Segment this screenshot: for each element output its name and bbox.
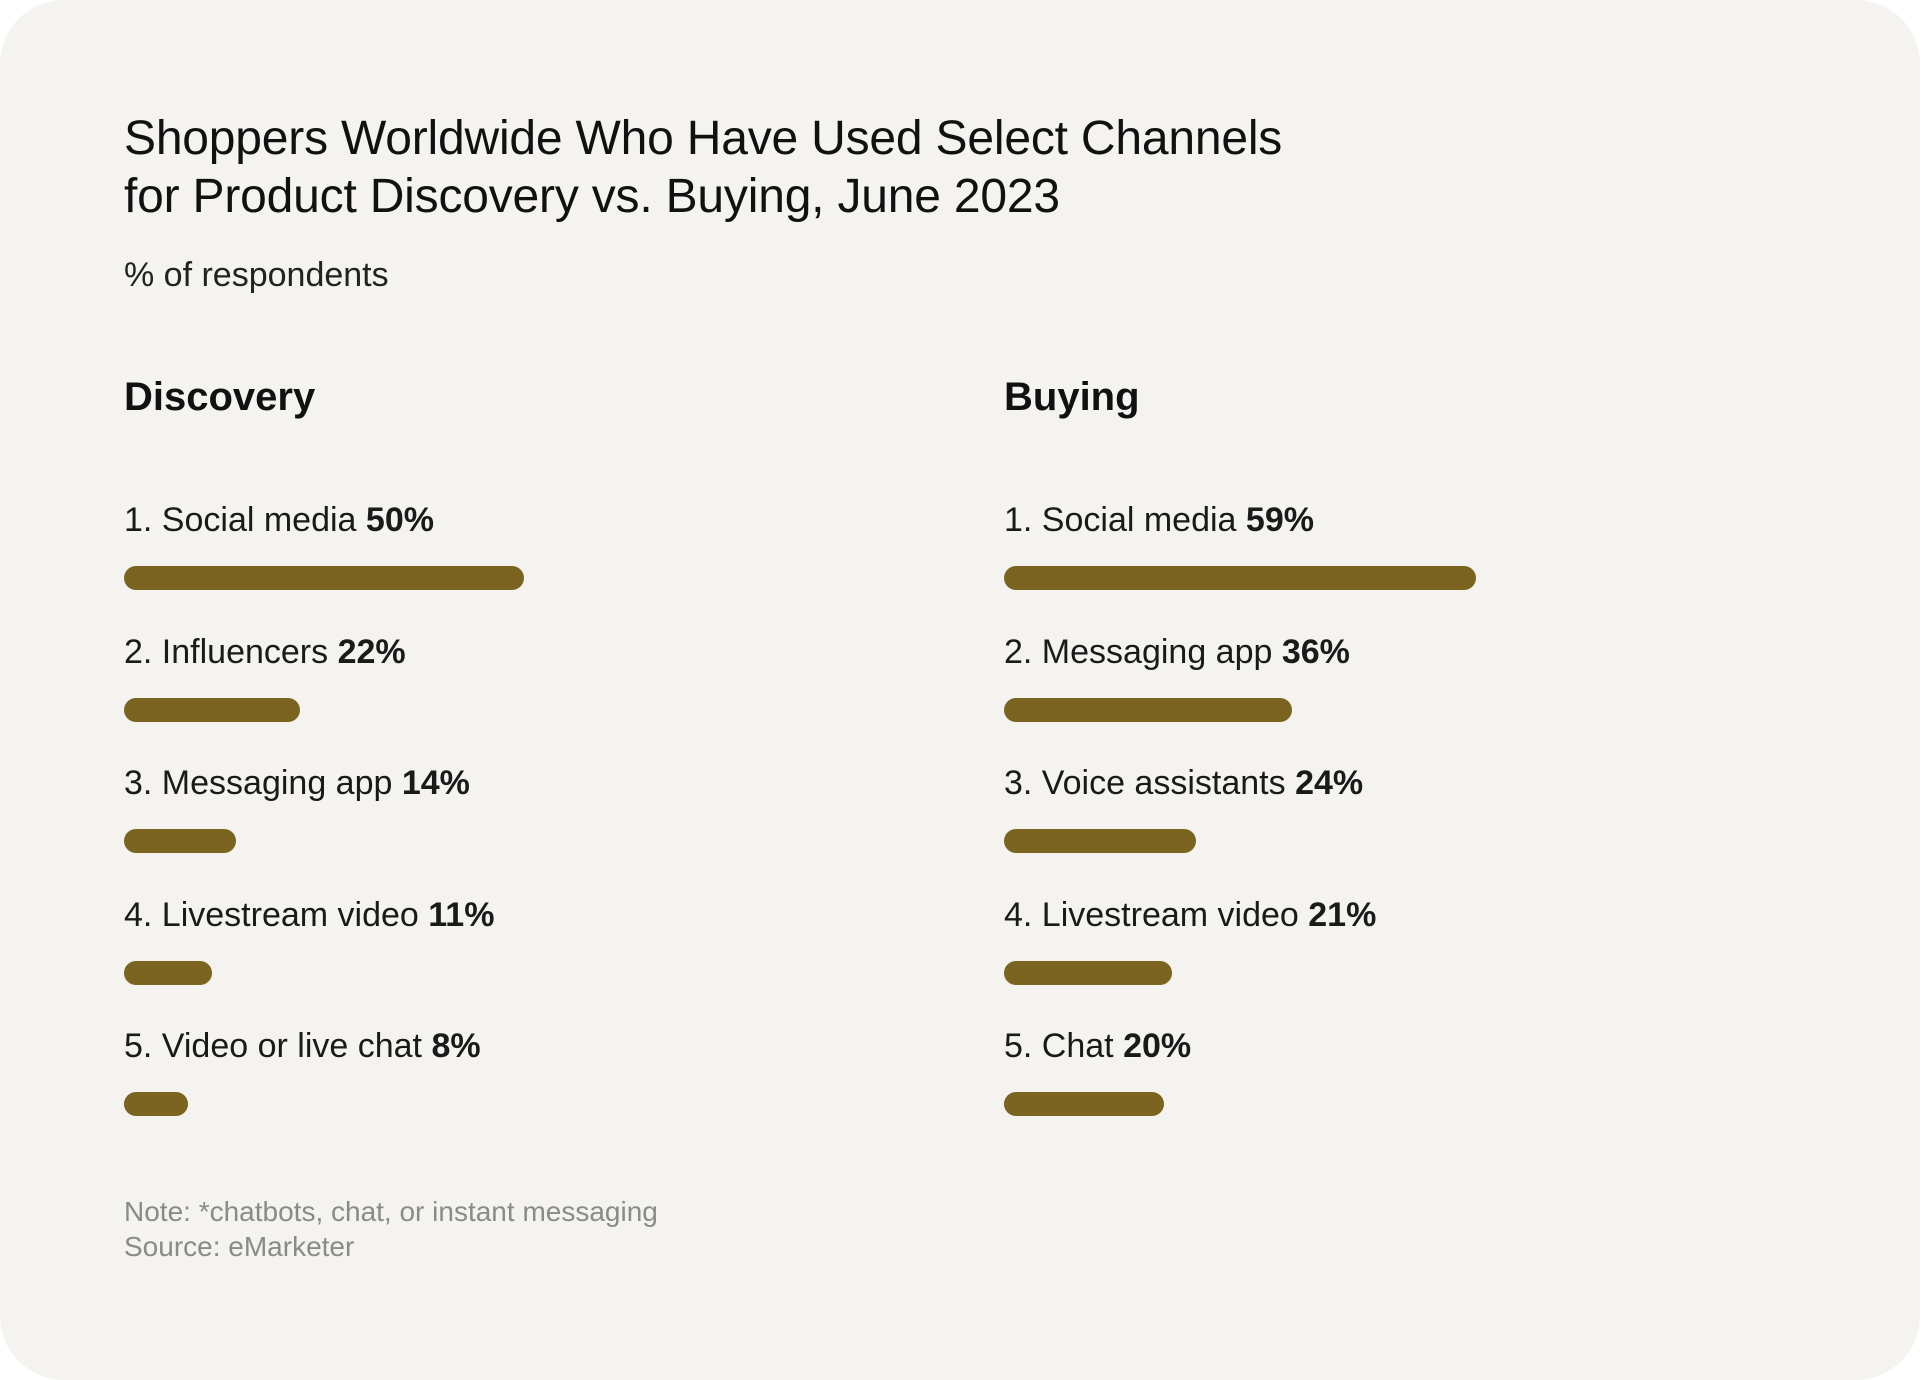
buying-row-label: 1. Social media 59%	[1004, 498, 1314, 542]
buying-bar	[1004, 961, 1172, 985]
value-label: 8%	[431, 1027, 481, 1065]
bar-track	[124, 566, 804, 590]
value-label: 50%	[365, 501, 434, 539]
buying-row: 4. Livestream video 21%	[1004, 893, 1764, 1003]
value-label: 24%	[1295, 764, 1364, 802]
bar-track	[124, 698, 804, 722]
discovery-heading: Discovery	[124, 375, 316, 419]
discovery-row: 5. Video or live chat 8%	[124, 1024, 884, 1134]
discovery-row: 2. Influencers 22%	[124, 630, 884, 740]
buying-bar	[1004, 829, 1196, 853]
category-label: 2. Influencers	[124, 633, 329, 671]
buying-row-label: 3. Voice assistants 24%	[1004, 761, 1363, 805]
value-label: 22%	[337, 633, 406, 671]
bar-track	[124, 1092, 804, 1116]
discovery-row: 1. Social media 50%	[124, 498, 884, 608]
chart-source: Source: eMarketer	[124, 1231, 355, 1262]
discovery-row-label: 2. Influencers 22%	[124, 630, 406, 674]
discovery-bar	[124, 566, 524, 590]
value-label: 14%	[401, 764, 470, 802]
bar-track	[124, 961, 804, 985]
footnotes: Note: *chatbots, chat, or instant messag…	[124, 1194, 658, 1264]
buying-row-label: 4. Livestream video 21%	[1004, 893, 1376, 937]
bar-track	[1004, 961, 1684, 985]
discovery-row: 4. Livestream video 11%	[124, 893, 884, 1003]
buying-bar	[1004, 1092, 1164, 1116]
bar-track	[1004, 1092, 1684, 1116]
bar-track	[1004, 829, 1684, 853]
buying-row: 3. Voice assistants 24%	[1004, 761, 1764, 871]
category-label: 1. Social media	[124, 501, 357, 539]
discovery-row-label: 3. Messaging app 14%	[124, 761, 470, 805]
chart-title-line-1: Shoppers Worldwide Who Have Used Select …	[124, 112, 1283, 165]
chart-note: Note: *chatbots, chat, or instant messag…	[124, 1196, 658, 1227]
buying-heading: Buying	[1004, 375, 1140, 419]
category-label: 2. Messaging app	[1004, 633, 1273, 671]
discovery-bar	[124, 829, 236, 853]
discovery-row-label: 1. Social media 50%	[124, 498, 434, 542]
value-label: 20%	[1123, 1027, 1192, 1065]
buying-row: 5. Chat 20%	[1004, 1024, 1764, 1134]
bar-track	[124, 829, 804, 853]
category-label: 5. Chat	[1004, 1027, 1114, 1065]
discovery-bar	[124, 961, 212, 985]
buying-bar	[1004, 566, 1476, 590]
buying-row-label: 5. Chat 20%	[1004, 1024, 1191, 1068]
chart-title-line-2: for Product Discovery vs. Buying, June 2…	[124, 170, 1060, 223]
chart-subtitle: % of respondents	[124, 256, 389, 294]
discovery-row-label: 5. Video or live chat 8%	[124, 1024, 481, 1068]
chart-title: Shoppers Worldwide Who Have Used Select …	[124, 110, 1524, 226]
value-label: 36%	[1281, 633, 1350, 671]
buying-row: 1. Social media 59%	[1004, 498, 1764, 608]
value-label: 21%	[1308, 896, 1377, 934]
discovery-row-label: 4. Livestream video 11%	[124, 893, 494, 937]
buying-row-label: 2. Messaging app 36%	[1004, 630, 1350, 674]
bar-track	[1004, 566, 1684, 590]
category-label: 5. Video or live chat	[124, 1027, 422, 1065]
bar-track	[1004, 698, 1684, 722]
category-label: 3. Voice assistants	[1004, 764, 1286, 802]
category-label: 4. Livestream video	[124, 896, 419, 934]
discovery-bar	[124, 1092, 188, 1116]
category-label: 1. Social media	[1004, 501, 1237, 539]
buying-row: 2. Messaging app 36%	[1004, 630, 1764, 740]
value-label: 11%	[428, 896, 495, 934]
discovery-bar	[124, 698, 300, 722]
buying-bar	[1004, 698, 1292, 722]
category-label: 4. Livestream video	[1004, 896, 1299, 934]
discovery-row: 3. Messaging app 14%	[124, 761, 884, 871]
category-label: 3. Messaging app	[124, 764, 393, 802]
value-label: 59%	[1245, 501, 1314, 539]
